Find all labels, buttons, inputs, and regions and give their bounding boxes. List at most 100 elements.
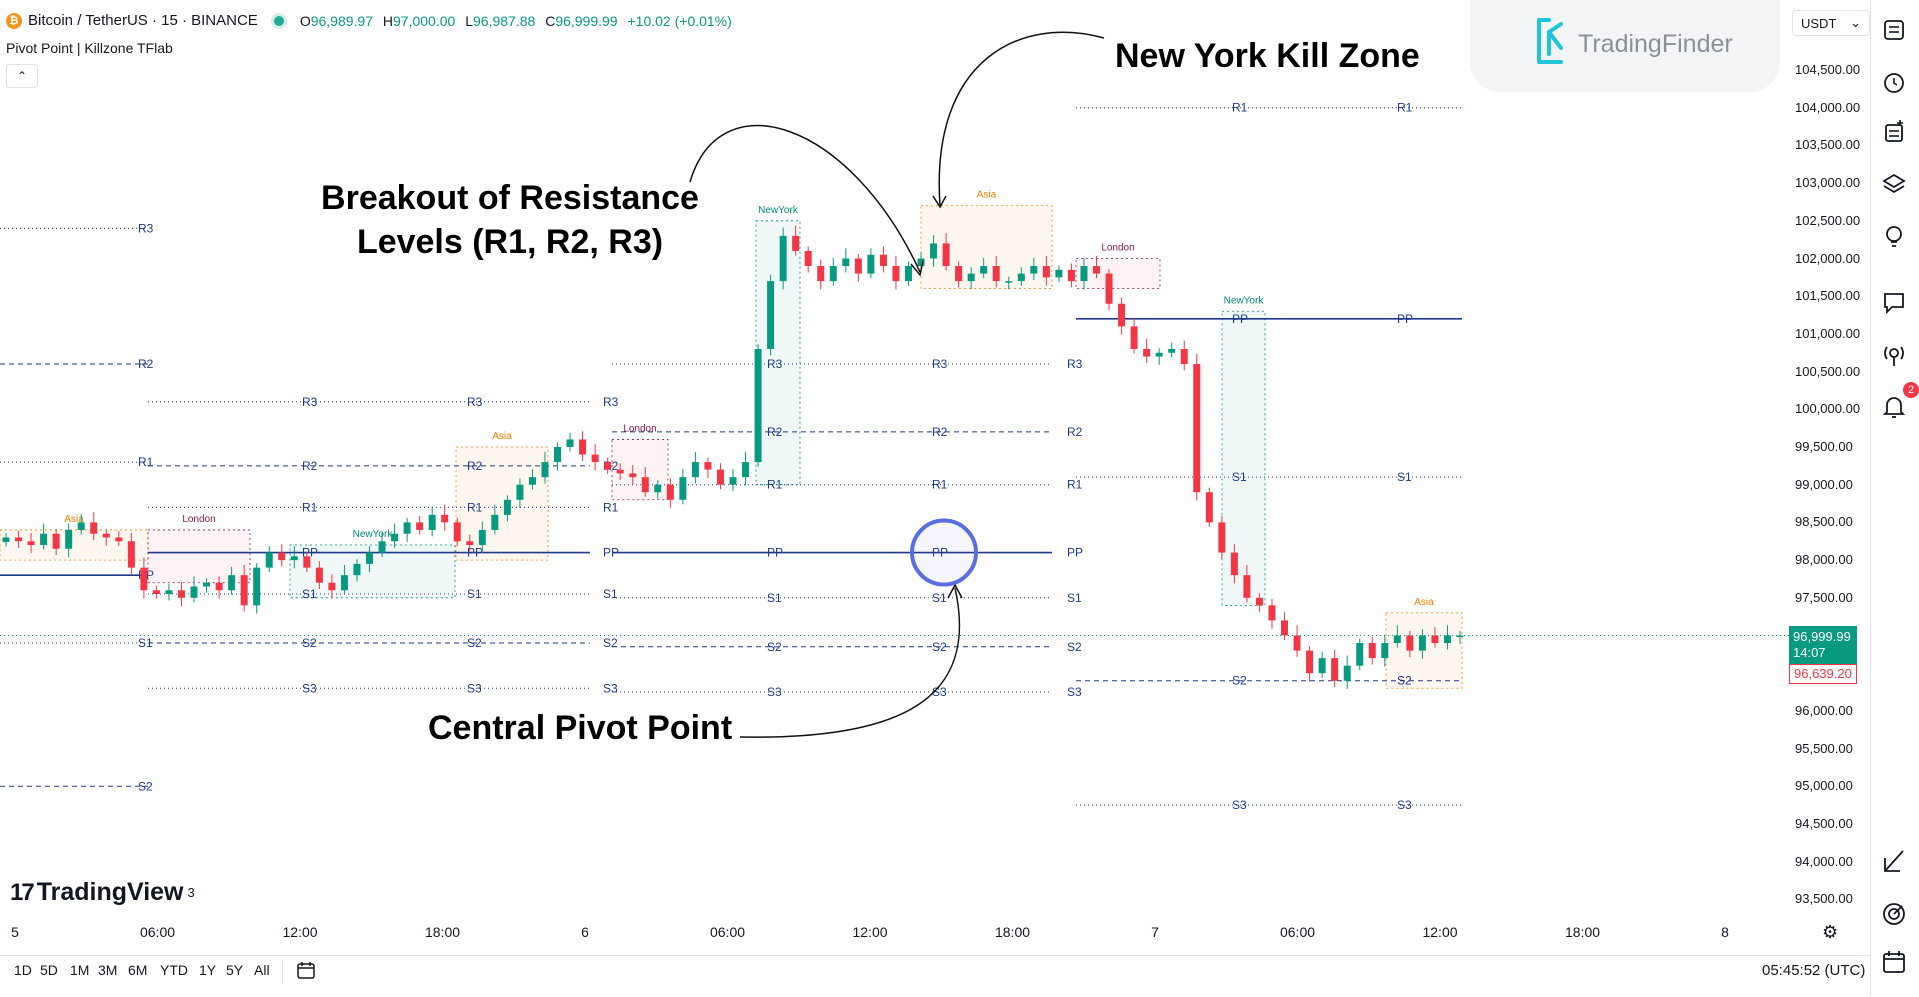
candle [1431,627,1439,648]
candle [140,557,148,599]
layers-icon[interactable] [1880,170,1908,198]
pivot-level-label-s3: S3 [1067,685,1082,699]
pivot-level-label-s2: S2 [467,636,482,650]
candle [767,274,775,356]
target-icon[interactable] [1880,900,1908,928]
session-label: London [182,514,215,525]
pivot-level-label-s3: S3 [302,681,317,695]
candle-body [52,533,60,549]
candle [102,529,110,546]
timeframe-button-3m[interactable]: 3M [98,962,118,978]
alarm-clock-icon[interactable] [1880,68,1908,96]
tradingview-mark-icon: 17 [10,878,35,906]
calendar-range-icon[interactable] [296,960,316,980]
pivot-level-label-r1: R1 [1232,101,1248,115]
watchlist-icon[interactable] [1880,16,1908,44]
candle [315,561,323,590]
pivot-level-label-pp: PP [467,546,483,560]
session-label: NewYork [1224,295,1265,306]
candle-body [90,522,98,534]
candle [65,523,73,558]
idea-bulb-icon[interactable] [1880,222,1908,250]
pivot-level-label-pp: PP [932,546,948,560]
price-chart[interactable]: Asia London NewYork Asia London NewYork Asia Lo… [0,0,1790,905]
pivot-level-label-s2: S2 [1067,640,1082,654]
session-box-asia [0,529,149,561]
candle [716,463,724,490]
tradingview-logo[interactable]: 17 TradingView 3 [10,878,195,907]
candle-body [992,266,1000,282]
chat-icon[interactable] [1880,288,1908,316]
timeframe-button-1y[interactable]: 1Y [199,962,217,978]
central-pivot-arrow [739,587,961,738]
candle [290,546,298,569]
notification-bell-icon[interactable] [1880,392,1908,420]
pivot-level-label-r3: R3 [138,221,154,235]
pivot-level-label-r1: R1 [1067,478,1083,492]
timeframe-button-1m[interactable]: 1M [70,962,90,978]
candle-body [1368,643,1376,659]
signal-icon[interactable] [1880,340,1908,368]
utc-clock[interactable]: 05:45:52 (UTC) [1762,962,1866,979]
time-axis-label: 06:00 [709,924,746,940]
price-axis-label: 97,500.00 [1795,589,1853,605]
session-label: Asia [64,514,84,525]
candle-body [1343,665,1351,681]
ny-killzone-arrow [938,31,1105,206]
candle [1130,318,1138,354]
time-axis-label: 12:00 [1422,924,1458,940]
open-label: O [299,12,311,29]
timeframe-button-5y[interactable]: 5Y [226,962,244,978]
candle [554,442,562,471]
candle [491,504,499,535]
currency-selector[interactable]: USDT ⌄ [1792,10,1870,36]
candle-body [1180,348,1188,365]
indicator-legend[interactable]: Pivot Point | Killzone TFlab [6,40,173,56]
pivot-level-label-r2: R2 [138,357,154,371]
candle-body [1218,522,1226,553]
pivot-level-label-s3: S3 [467,681,482,695]
candle-body [1356,643,1364,666]
collapse-legend-button[interactable]: ⌃ [6,64,38,88]
candle-body [1381,643,1389,659]
candle-body [641,477,649,493]
close-label: C [545,12,556,29]
timeframe-button-5d[interactable]: 5D [40,962,58,978]
candle-body [378,541,386,553]
candle [1155,348,1163,365]
candle [854,253,862,282]
calendar-icon[interactable] [1880,948,1908,976]
candle-body [767,281,775,349]
time-axis-label: 18:00 [994,924,1031,940]
candle [228,566,236,595]
candle [1418,629,1426,659]
candle-body [1306,650,1314,674]
timeframe-button-ytd[interactable]: YTD [160,962,188,978]
candle [992,255,1000,288]
candle [15,531,23,548]
candle [980,257,988,279]
candle-body [1055,269,1063,278]
candle [1017,267,1025,286]
candle [328,574,336,599]
symbol-title[interactable]: Bitcoin / TetherUS · 15 · BINANCE [28,12,258,29]
candle-body [779,235,787,282]
tradingview-wordmark: TradingView [36,878,184,906]
candle-body [215,582,223,591]
candle [366,546,373,573]
candle-body [541,462,549,478]
market-open-dot-icon [273,15,284,26]
candle-body [403,522,411,534]
candle-body [967,273,975,282]
candle-body [1393,635,1401,644]
candle [1105,269,1113,311]
chart-area[interactable]: Asia London NewYork Asia London NewYork Asia Lo… [0,0,1790,905]
timeframe-button-1d[interactable]: 1D [14,962,32,978]
chart-settings-gear-icon[interactable]: ⚙ [1822,922,1839,942]
symbol-header: ₿ Bitcoin / TetherUS · 15 · BINANCE O96,… [6,12,738,29]
candle [1331,649,1339,688]
timeframe-button-all[interactable]: All [254,962,270,978]
timeframe-button-6m[interactable]: 6M [128,962,148,978]
drawing-line-icon[interactable] [1880,846,1908,874]
add-list-icon[interactable] [1880,118,1908,146]
